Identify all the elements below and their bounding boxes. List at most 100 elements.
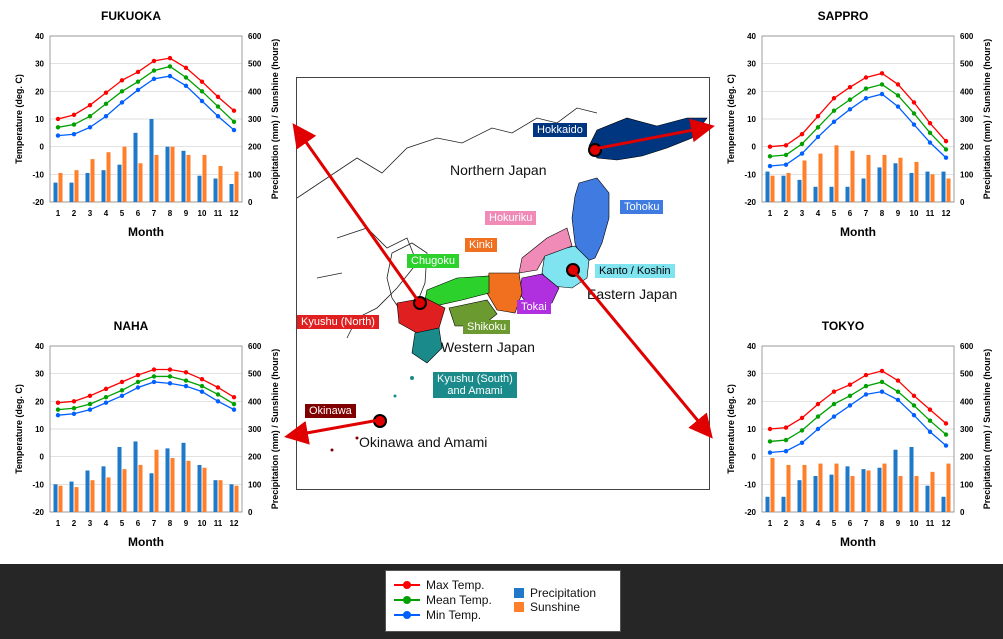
series-line <box>57 368 235 404</box>
x-tick-label: 3 <box>88 209 93 218</box>
bar-precipitation <box>829 474 834 512</box>
bar-sunshine <box>802 160 807 202</box>
bar-sunshine <box>106 477 111 512</box>
data-point <box>895 397 901 403</box>
x-tick-label: 9 <box>896 519 901 528</box>
data-point <box>231 394 237 400</box>
data-point <box>911 111 917 116</box>
bar-precipitation <box>877 167 882 202</box>
x-tick-label: 4 <box>816 209 821 218</box>
bar-sunshine <box>138 464 143 512</box>
region-label-kanto-koshin: Kanto / Koshin <box>595 264 675 278</box>
data-point <box>103 386 109 392</box>
y-tick-label: 30 <box>35 370 44 379</box>
data-point <box>71 406 77 411</box>
y-tick-label: 20 <box>747 87 756 96</box>
y2-tick-label: 300 <box>960 425 974 434</box>
x-tick-label: 7 <box>864 209 869 218</box>
legend-item-precipitation: Precipitation <box>514 586 596 600</box>
data-point <box>927 418 933 423</box>
legend-label: Mean Temp. <box>426 593 492 607</box>
y-tick-label: 0 <box>752 143 757 152</box>
y-tick-label: 20 <box>35 397 44 406</box>
data-point <box>215 385 221 390</box>
legend-item-sunshine: Sunshine <box>514 600 580 614</box>
x-tick-label: 2 <box>72 209 77 218</box>
data-point <box>167 367 173 372</box>
x-tick-label: 11 <box>926 209 935 218</box>
bar-precipitation <box>181 150 186 202</box>
data-point <box>103 394 109 400</box>
bar-sunshine <box>58 485 63 512</box>
region-label-kyushu-south: Kyushu (South) and Amami <box>433 372 517 398</box>
bar-sunshine <box>786 464 791 512</box>
y2-tick-label: 500 <box>248 370 262 379</box>
bar-sunshine <box>58 172 63 202</box>
bar-precipitation <box>197 464 202 512</box>
bar-sunshine <box>218 480 223 512</box>
data-point <box>943 421 949 426</box>
bar-sunshine <box>898 476 903 512</box>
bar-sunshine <box>850 150 855 202</box>
fukuoka-marker <box>413 296 427 310</box>
x-tick-label: 12 <box>230 209 239 218</box>
bar-precipitation <box>181 442 186 512</box>
y2-axis-label: Precipitation (mm) / Sunshine (hours) <box>270 349 280 510</box>
y2-tick-label: 200 <box>960 143 974 152</box>
bar-precipitation <box>861 178 866 202</box>
y-tick-label: -20 <box>32 508 44 517</box>
hokkaido-shape <box>588 117 708 161</box>
data-point <box>231 108 237 113</box>
data-point <box>799 440 805 446</box>
data-point <box>783 448 789 454</box>
bar-precipitation <box>781 496 786 512</box>
y2-axis-label: Precipitation (mm) / Sunshine (hours) <box>270 39 280 200</box>
data-point <box>151 379 157 385</box>
data-point <box>215 104 221 109</box>
bar-sunshine <box>154 449 159 512</box>
data-point <box>119 78 125 83</box>
data-point <box>815 134 821 140</box>
data-point <box>55 133 61 138</box>
region-label-tohoku: Tohoku <box>620 200 664 214</box>
bar-precipitation <box>85 172 90 202</box>
bar-sunshine <box>786 172 791 202</box>
data-point <box>943 155 949 160</box>
y2-tick-label: 200 <box>248 453 262 462</box>
data-point <box>151 76 157 82</box>
y-tick-label: -20 <box>744 508 756 517</box>
data-point <box>943 138 949 144</box>
series-line <box>57 57 235 120</box>
bar-sunshine <box>74 170 79 202</box>
legend-label: Min Temp. <box>426 608 482 622</box>
bar-precipitation <box>133 441 138 512</box>
x-tick-label: 6 <box>136 519 141 528</box>
x-tick-label: 11 <box>214 519 223 528</box>
x-tick-label: 3 <box>800 209 805 218</box>
data-point <box>863 75 869 80</box>
x-tick-label: 6 <box>136 209 141 218</box>
plot-frame <box>761 35 955 203</box>
data-point <box>831 414 837 419</box>
y-tick-label: 20 <box>747 397 756 406</box>
hokuriku-shape <box>518 227 573 274</box>
bar-precipitation <box>925 485 930 512</box>
y-tick-label: 0 <box>40 143 45 152</box>
bar-precipitation <box>909 172 914 202</box>
bar-sunshine <box>202 467 207 512</box>
data-point <box>767 163 773 169</box>
data-point <box>831 389 837 394</box>
data-point <box>863 383 869 389</box>
chart-legend: Max Temp. Mean Temp. Min Temp. Precipita… <box>385 570 621 632</box>
data-point <box>151 58 157 64</box>
data-point <box>87 102 93 108</box>
bar-sunshine <box>866 470 871 512</box>
data-point <box>815 426 821 432</box>
x-tick-label: 9 <box>896 209 901 218</box>
data-point <box>151 367 157 372</box>
x-tick-label: 4 <box>816 519 821 528</box>
x-tick-label: 8 <box>880 209 885 218</box>
data-point <box>783 437 789 443</box>
y-tick-label: 10 <box>747 425 756 434</box>
y-tick-label: 30 <box>35 60 44 69</box>
